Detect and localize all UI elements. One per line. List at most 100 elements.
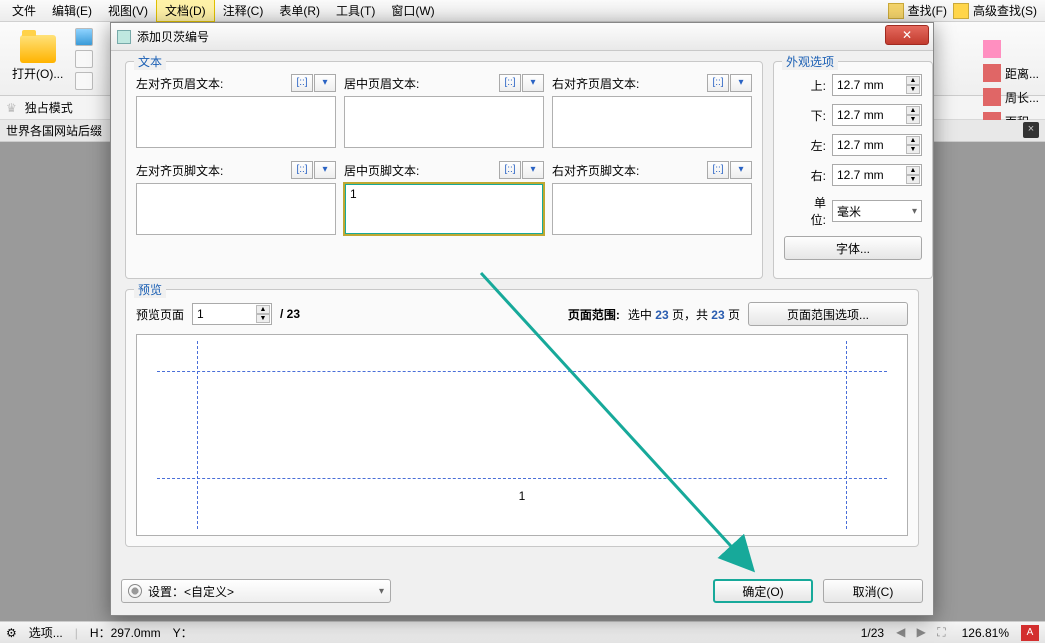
macro-btn[interactable]: [::] [291,74,313,92]
status-gear-icon[interactable]: ⚙ [6,626,17,640]
right-measure-tools: 距离... 周长... 面积... [983,40,1039,130]
macro-rf[interactable]: [::]▾ [707,161,752,179]
macro-cf[interactable]: [::]▾ [499,161,544,179]
status-y: Y： [173,624,193,641]
advfind-label: 高级查找(S) [973,2,1037,19]
lbl-center-header: 居中页眉文本: [344,75,419,92]
preview-group: 预览 预览页面 1▲▼ / 23 页面范围: 选中 23 页，共 23 页 页面… [125,289,919,547]
margin-bottom-label: 下: [802,107,826,124]
menu-file[interactable]: 文件 [4,0,44,21]
text-group-label: 文本 [134,53,166,70]
tab-title[interactable]: 世界各国网站后缀 [6,122,102,139]
find-button[interactable]: 查找(F) [888,2,947,19]
preview-page-number: 1 [519,489,526,503]
preview-group-label: 预览 [134,281,166,298]
macro-btn[interactable]: [::] [499,74,521,92]
lbl-center-footer: 居中页脚文本: [344,162,419,179]
advfind-button[interactable]: 高级查找(S) [953,2,1037,19]
font-button[interactable]: 字体... [784,236,922,260]
open-button[interactable]: 打开(O)... [8,31,67,86]
unit-value: 毫米 [837,203,861,220]
margin-top-label: 上: [802,77,826,94]
menu-window[interactable]: 窗口(W) [383,0,442,21]
mail-icon[interactable] [75,72,93,90]
macro-lh[interactable]: [::]▾ [291,74,336,92]
macro-dd[interactable]: ▾ [522,161,544,179]
dialog-bottom-bar: 设置：<自定义> 确定(O) 取消(C) [121,577,923,605]
lbl-left-footer: 左对齐页脚文本: [136,162,223,179]
macro-dd[interactable]: ▾ [730,74,752,92]
macro-dd[interactable]: ▾ [314,74,336,92]
menu-view[interactable]: 视图(V) [100,0,156,21]
exclusive-mode[interactable]: 独占模式 [25,99,73,116]
tab-close-icon[interactable]: × [1023,122,1039,138]
preview-canvas: 1 [136,334,908,536]
lbl-left-header: 左对齐页眉文本: [136,75,223,92]
left-footer-input[interactable] [136,183,336,235]
settings-combo[interactable]: 设置：<自定义> [121,579,391,603]
range-label: 页面范围: [568,306,620,323]
dialog-icon [117,30,131,44]
right-header-input[interactable] [552,96,752,148]
text-group: 文本 左对齐页眉文本: [::]▾ 居中页眉文本: [::]▾ 右对齐 [125,61,763,279]
appearance-group-label: 外观选项 [782,53,838,70]
distance-tool[interactable]: 距离... [983,64,1039,82]
macro-btn[interactable]: [::] [707,161,729,179]
macro-btn[interactable]: [::] [707,74,729,92]
macro-btn[interactable]: [::] [291,161,313,179]
center-footer-input[interactable] [344,183,544,235]
macro-dd[interactable]: ▾ [522,74,544,92]
distance-label: 距离... [1005,65,1039,82]
margin-bottom-value: 12.7 mm [837,108,884,122]
center-header-input[interactable] [344,96,544,148]
lbl-right-footer: 右对齐页脚文本: [552,162,639,179]
right-footer-input[interactable] [552,183,752,235]
eraser-tool[interactable] [983,40,1039,58]
margin-bottom-input[interactable]: 12.7 mm▲▼ [832,104,922,126]
menu-tool[interactable]: 工具(T) [328,0,383,21]
status-nav-icons[interactable]: ◀ ▶ ⛶ [896,625,950,640]
status-adobe-icon[interactable]: A [1021,625,1039,641]
margin-top-input[interactable]: 12.7 mm▲▼ [832,74,922,96]
menu-form[interactable]: 表单(R) [271,0,328,21]
macro-ch[interactable]: [::]▾ [499,74,544,92]
menu-annot[interactable]: 注释(C) [215,0,272,21]
preview-page-input[interactable]: 1▲▼ [192,303,272,325]
dialog-title: 添加贝茨编号 [137,28,209,45]
ok-button[interactable]: 确定(O) [713,579,813,603]
folder-search-icon [953,3,969,19]
save-icon[interactable] [75,28,93,46]
status-pages: 1/23 [861,626,884,640]
print-icon[interactable] [75,50,93,68]
menu-doc[interactable]: 文档(D) [156,0,215,22]
perimeter-icon [983,88,1001,106]
margin-right-input[interactable]: 12.7 mm▲▼ [832,164,922,186]
toolbar-small-icons [75,28,93,90]
statusbar: ⚙ 选项... | H：297.0mm Y： 1/23 ◀ ▶ ⛶ 126.81… [0,621,1045,643]
distance-icon [983,64,1001,82]
dialog-close-button[interactable]: ✕ [885,25,929,45]
status-h: H：297.0mm [90,624,161,641]
gear-icon [128,584,142,598]
macro-dd[interactable]: ▾ [730,161,752,179]
open-label: 打开(O)... [12,65,63,82]
preview-page-label: 预览页面 [136,306,184,323]
status-options[interactable]: 选项... [29,624,63,641]
unit-combo[interactable]: 毫米 [832,200,922,222]
cancel-button[interactable]: 取消(C) [823,579,923,603]
macro-dd[interactable]: ▾ [314,161,336,179]
margin-left-label: 左: [802,137,826,154]
margin-left-input[interactable]: 12.7 mm▲▼ [832,134,922,156]
left-header-input[interactable] [136,96,336,148]
lbl-right-header: 右对齐页眉文本: [552,75,639,92]
folder-icon [20,35,56,63]
macro-lf[interactable]: [::]▾ [291,161,336,179]
macro-rh[interactable]: [::]▾ [707,74,752,92]
menu-edit[interactable]: 编辑(E) [44,0,100,21]
range-options-button[interactable]: 页面范围选项... [748,302,908,326]
status-zoom: 126.81% [962,626,1009,640]
preview-page-value: 1 [197,307,204,321]
perimeter-tool[interactable]: 周长... [983,88,1039,106]
macro-btn[interactable]: [::] [499,161,521,179]
top-right-tools: 查找(F) 高级查找(S) [880,0,1045,21]
